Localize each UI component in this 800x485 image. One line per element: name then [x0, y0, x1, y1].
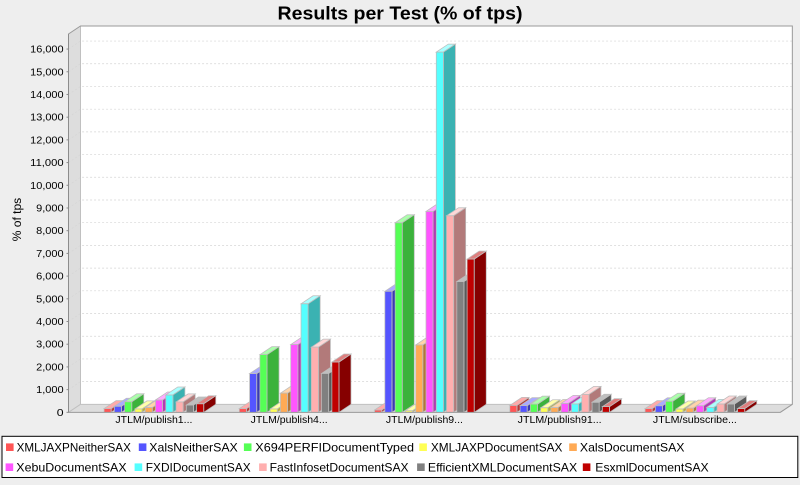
svg-text:15,000: 15,000 — [30, 67, 64, 78]
svg-text:XalsDocumentSAX: XalsDocumentSAX — [580, 440, 685, 454]
svg-text:FastInfosetDocumentSAX: FastInfosetDocumentSAX — [270, 460, 409, 474]
svg-text:9,000: 9,000 — [36, 203, 64, 214]
svg-text:XMLJAXPNeitherSAX: XMLJAXPNeitherSAX — [17, 440, 131, 454]
svg-text:JTLM/publish1...: JTLM/publish1... — [115, 415, 192, 426]
svg-text:EsxmlDocumentSAX: EsxmlDocumentSAX — [595, 460, 708, 474]
svg-text:14,000: 14,000 — [30, 90, 64, 101]
svg-text:FXDIDocumentSAX: FXDIDocumentSAX — [146, 460, 251, 474]
svg-text:XebuDocumentSAX: XebuDocumentSAX — [16, 460, 126, 474]
svg-text:% of tps: % of tps — [10, 198, 24, 242]
svg-text:XMLJAXPDocumentSAX: XMLJAXPDocumentSAX — [431, 440, 563, 454]
svg-text:EfficientXMLDocumentSAX: EfficientXMLDocumentSAX — [428, 460, 577, 474]
svg-text:JTLM/subscribe...: JTLM/subscribe... — [653, 415, 737, 426]
svg-text:JTLM/publish91...: JTLM/publish91... — [518, 415, 602, 426]
svg-text:10,000: 10,000 — [30, 181, 64, 192]
svg-text:12,000: 12,000 — [30, 135, 64, 146]
svg-text:1,000: 1,000 — [36, 385, 64, 396]
svg-text:2,000: 2,000 — [36, 362, 64, 373]
svg-text:11,000: 11,000 — [30, 158, 64, 169]
svg-text:4,000: 4,000 — [36, 317, 64, 328]
svg-text:13,000: 13,000 — [30, 113, 64, 124]
svg-text:5,000: 5,000 — [36, 294, 64, 305]
svg-text:Results per Test (% of tps): Results per Test (% of tps) — [278, 4, 523, 24]
svg-text:XalsNeitherSAX: XalsNeitherSAX — [149, 440, 238, 454]
svg-text:16,000: 16,000 — [30, 45, 64, 56]
svg-text:X694PERFIDocumentTyped: X694PERFIDocumentTyped — [255, 440, 414, 454]
svg-text:6,000: 6,000 — [36, 272, 64, 283]
svg-text:JTLM/publish9...: JTLM/publish9... — [386, 415, 463, 426]
svg-text:7,000: 7,000 — [36, 249, 64, 260]
svg-text:0: 0 — [57, 408, 64, 419]
svg-text:3,000: 3,000 — [36, 340, 64, 351]
svg-text:8,000: 8,000 — [36, 226, 64, 237]
svg-text:JTLM/publish4...: JTLM/publish4... — [251, 415, 328, 426]
